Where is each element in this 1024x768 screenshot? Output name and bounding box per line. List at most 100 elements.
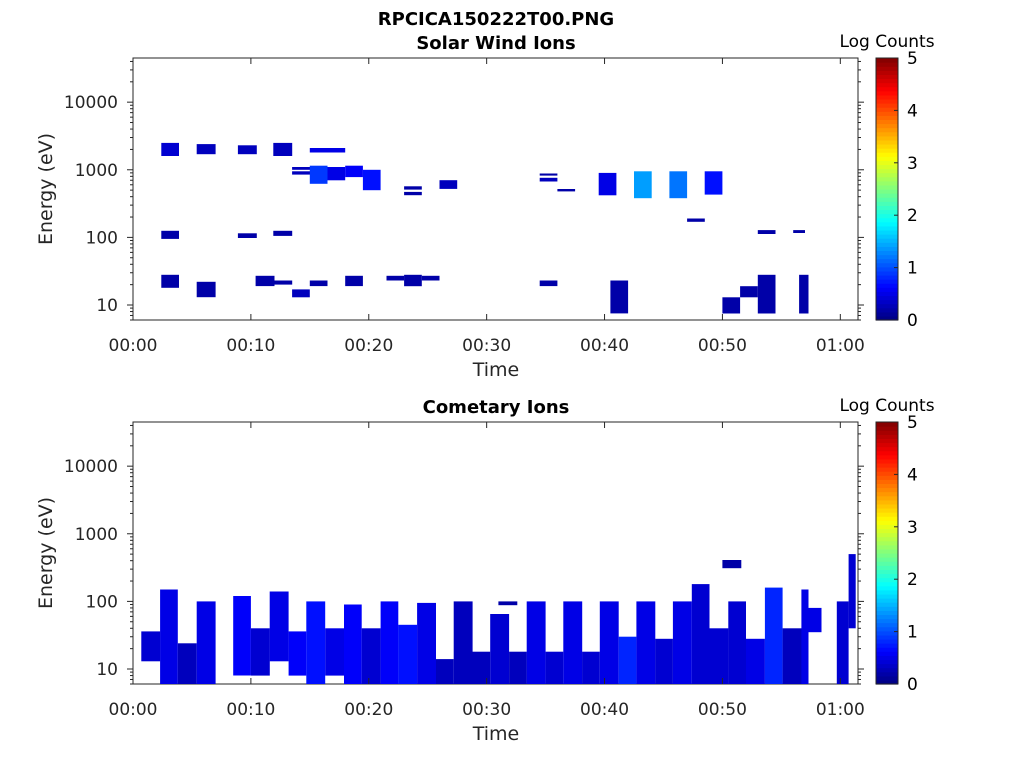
cometary-cell xyxy=(836,601,849,684)
solar-wind-x-tick-label: 00:30 xyxy=(462,336,511,356)
cometary-colorbar-segment xyxy=(876,606,898,611)
cometary-cell xyxy=(398,624,418,684)
cometary-colorbar-segment xyxy=(876,655,898,661)
cometary-cell xyxy=(472,651,491,684)
solar-wind-cell xyxy=(421,275,440,281)
solar-wind-colorbar-segment xyxy=(876,315,898,321)
solar-wind-cell xyxy=(404,274,422,287)
solar-wind-colorbar-segment xyxy=(876,127,898,133)
figure-filename-title: RPCICA150222T00.PNG xyxy=(378,9,614,30)
cometary-colorbar-segment xyxy=(876,487,898,493)
solar-wind-cell xyxy=(557,189,576,192)
cometary-colorbar-segment xyxy=(876,581,898,587)
cometary-cell xyxy=(498,601,518,606)
solar-wind-colorbar-segment xyxy=(876,176,898,182)
solar-wind-colorbar-segment xyxy=(876,287,898,292)
solar-wind-colorbar-segment xyxy=(876,205,898,211)
cometary-cell xyxy=(436,659,454,684)
solar-wind-colorbar-segment xyxy=(876,295,898,301)
solar-wind-colorbar-tick-label: 0 xyxy=(907,311,918,331)
solar-wind-cell xyxy=(757,230,776,234)
solar-wind-colorbar-tick-label: 2 xyxy=(907,206,918,226)
solar-wind-colorbar-segment xyxy=(876,66,898,71)
solar-wind-cell xyxy=(273,230,293,236)
solar-wind-colorbar-segment xyxy=(876,107,898,112)
cometary-cell xyxy=(196,601,216,684)
solar-wind-colorbar-segment xyxy=(876,229,898,235)
solar-wind-x-tick-label: 00:50 xyxy=(698,336,747,356)
solar-wind-cell xyxy=(237,145,257,155)
cometary-heatmap-cells xyxy=(141,554,856,684)
solar-wind-colorbar-segment xyxy=(876,82,898,88)
solar-wind-colorbar-segment xyxy=(876,311,898,317)
cometary-x-tick-label: 00:00 xyxy=(109,700,158,720)
cometary-cell xyxy=(636,601,656,684)
solar-wind-xlabel: Time xyxy=(472,359,520,381)
cometary-colorbar-segment xyxy=(876,647,898,652)
cometary-cell xyxy=(728,601,746,684)
solar-wind-x-axis: 00:00 00:10 00:20 00:30 00:40 00:50 01:00 xyxy=(109,58,865,356)
cometary-colorbar-segment xyxy=(876,553,898,558)
solar-wind-colorbar-segment xyxy=(876,283,898,288)
solar-wind-colorbar-segment xyxy=(876,189,898,194)
solar-wind-colorbar-tick-label: 5 xyxy=(907,49,918,69)
solar-wind-cell xyxy=(793,230,805,233)
cometary-colorbar-segment xyxy=(876,442,898,448)
solar-wind-colorbar-segment xyxy=(876,103,898,108)
cometary-colorbar-segment xyxy=(876,462,898,468)
solar-wind-colorbar-segment xyxy=(876,156,898,161)
solar-wind-cell xyxy=(539,177,558,182)
cometary-colorbar-segment xyxy=(876,573,898,579)
cometary-xlabel: Time xyxy=(472,723,520,745)
solar-wind-x-tick-label: 00:00 xyxy=(109,336,158,356)
solar-wind-colorbar-segment xyxy=(876,193,898,198)
cometary-cell xyxy=(808,607,822,633)
solar-wind-cell xyxy=(274,280,293,285)
solar-wind-colorbar-segment xyxy=(876,123,898,129)
cometary-cell xyxy=(563,601,583,684)
solar-wind-colorbar-segment xyxy=(876,143,898,149)
cometary-colorbar-tick-label: 4 xyxy=(907,465,918,485)
cometary-colorbar-segment xyxy=(876,479,898,484)
solar-wind-colorbar-segment xyxy=(876,58,898,63)
solar-wind-cell xyxy=(309,148,346,153)
solar-wind-colorbar-segment xyxy=(876,172,898,178)
solar-wind-y-tick-label: 10 xyxy=(96,296,118,316)
solar-wind-colorbar-segment xyxy=(876,135,898,141)
cometary-y-tick-label: 1000 xyxy=(75,525,118,545)
cometary-cell xyxy=(269,591,289,662)
solar-wind-colorbar-segment xyxy=(876,131,898,137)
cometary-cell xyxy=(141,631,161,662)
solar-wind-cell xyxy=(669,171,688,199)
solar-wind-cell xyxy=(722,297,741,314)
solar-wind-cell xyxy=(255,275,275,287)
solar-wind-colorbar-segment xyxy=(876,262,898,268)
solar-wind-y-tick-label: 10000 xyxy=(64,93,118,113)
cometary-colorbar-segment xyxy=(876,614,898,620)
solar-wind-cell xyxy=(292,167,316,170)
cometary-cell xyxy=(361,628,381,684)
cometary-colorbar-segment xyxy=(876,544,898,550)
solar-wind-colorbar-segment xyxy=(876,279,898,284)
solar-wind-y-tick-label: 1000 xyxy=(75,161,118,181)
cometary-cell xyxy=(306,601,326,684)
solar-wind-colorbar-segment xyxy=(876,78,898,84)
cometary-colorbar-segment xyxy=(876,491,898,497)
cometary-colorbar-segment xyxy=(876,663,898,669)
solar-wind-x-tick-label: 00:40 xyxy=(580,336,629,356)
cometary-colorbar-segment xyxy=(876,569,898,575)
cometary-colorbar-segment xyxy=(876,532,898,538)
cometary-cell xyxy=(417,602,436,684)
cometary-cell xyxy=(325,628,345,676)
solar-wind-cell xyxy=(196,144,216,155)
cometary-colorbar-tick-label: 0 xyxy=(907,675,918,695)
solar-wind-colorbar-segment xyxy=(876,209,898,215)
cometary-cell xyxy=(453,601,473,684)
cometary-colorbar-segment xyxy=(876,622,898,628)
solar-wind-colorbar-segment xyxy=(876,246,898,251)
cometary-cell xyxy=(848,554,856,629)
cometary-cell xyxy=(490,614,510,684)
cometary-cell xyxy=(582,651,600,684)
solar-wind-cell xyxy=(704,171,723,195)
solar-wind-cell xyxy=(292,171,316,175)
